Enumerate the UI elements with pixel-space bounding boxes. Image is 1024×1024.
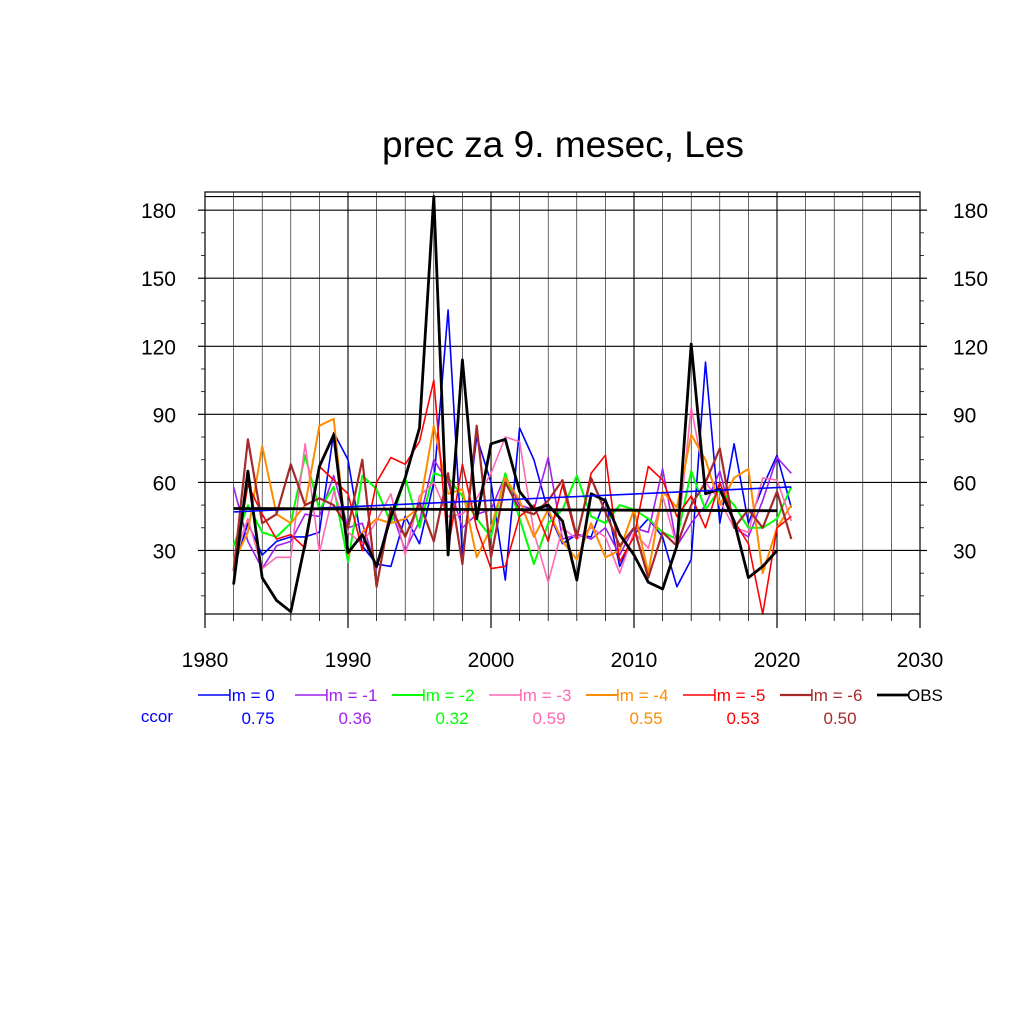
correlation-value-lm-2: 0.32 xyxy=(435,709,468,728)
chart-title: prec za 9. mesec, Les xyxy=(382,124,744,165)
legend-label-lm-1: lm = -1 xyxy=(325,686,377,705)
correlation-value-lm-4: 0.55 xyxy=(629,709,662,728)
plot-area: 1980 1990 2000 2010 2020 2030 30 30 60 60 90 90 120 1… xyxy=(141,191,988,672)
series-line-lm-3 xyxy=(232,406,793,583)
correlation-value-lm-1: 0.36 xyxy=(338,709,371,728)
legend-label-lm-2: lm = -2 xyxy=(422,686,474,705)
legend-label-lm-0: lm = 0 xyxy=(228,686,275,705)
y-tick-label-right: 90 xyxy=(953,404,976,427)
x-tick-label: 2000 xyxy=(468,649,515,672)
legend-label-lm-6: lm = -6 xyxy=(810,686,862,705)
y-tick-label-left: 120 xyxy=(141,336,176,359)
series-line-lm-5 xyxy=(232,379,792,615)
x-tick-label: 2020 xyxy=(754,649,801,672)
legend-label-lm-3: lm = -3 xyxy=(519,686,571,705)
x-tick-label: 1990 xyxy=(325,649,372,672)
correlation-value-lm-6: 0.50 xyxy=(823,709,856,728)
legend: ccor lm = 0 0.75 lm = -1 0.36 lm = -2 0.32 lm … xyxy=(141,686,943,728)
y-tick-label-right: 180 xyxy=(953,200,988,223)
series-line-lm-4 xyxy=(232,417,793,575)
series-line-obs xyxy=(232,195,779,614)
legend-label-lm-5: lm = -5 xyxy=(713,686,765,705)
x-tick-label: 2030 xyxy=(897,649,944,672)
x-tick-label: 2010 xyxy=(611,649,658,672)
y-tick-label-left: 30 xyxy=(153,540,176,563)
y-tick-label-left: 150 xyxy=(141,268,176,291)
y-tick-label-right: 150 xyxy=(953,268,988,291)
correlation-value-lm-5: 0.53 xyxy=(726,709,759,728)
legend-label-lm-4: lm = -4 xyxy=(616,686,668,705)
series-line-lm-6 xyxy=(232,424,793,588)
correlation-value-lm-0: 0.75 xyxy=(241,709,274,728)
grid xyxy=(205,192,920,614)
y-tick-label-right: 120 xyxy=(953,336,988,359)
x-tick-label: 1980 xyxy=(182,649,229,672)
y-tick-label-left: 180 xyxy=(141,200,176,223)
correlation-value-lm-3: 0.59 xyxy=(532,709,565,728)
axis-ticks: 1980 1990 2000 2010 2020 2030 30 30 60 60 90 90 120 1… xyxy=(141,200,988,672)
y-tick-label-right: 60 xyxy=(953,472,976,495)
series-line-lm-0 xyxy=(232,309,793,588)
series-group xyxy=(232,195,793,615)
y-tick-label-left: 60 xyxy=(153,472,176,495)
y-tick-label-right: 30 xyxy=(953,540,976,563)
plot-frame xyxy=(204,191,921,615)
y-tick-label-left: 90 xyxy=(153,404,176,427)
legend-label-obs: OBS xyxy=(907,686,943,705)
correlation-label: ccor xyxy=(141,707,173,726)
trend-line-obs xyxy=(233,507,778,513)
